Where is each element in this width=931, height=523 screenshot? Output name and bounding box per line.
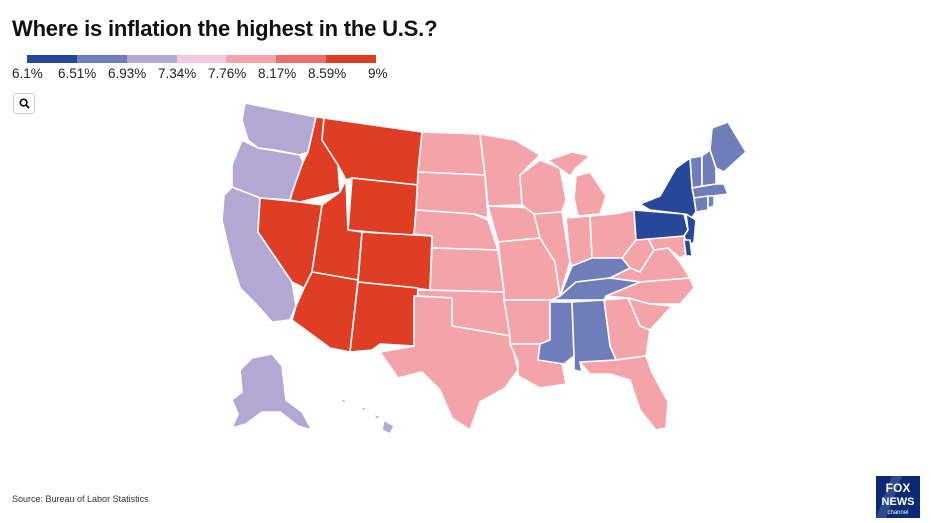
- legend-swatch-3: [126, 55, 177, 63]
- state-wyoming[interactable]: [347, 177, 419, 237]
- legend-label: 7.34%: [158, 66, 197, 81]
- state-kansas[interactable]: [429, 247, 505, 293]
- legend-swatch-4: [176, 55, 227, 63]
- map-title: Where is inflation the highest in the U.…: [12, 16, 438, 41]
- legend-swatch-7: [326, 55, 377, 63]
- state-texas[interactable]: [379, 295, 519, 431]
- legend-label: 8.17%: [258, 66, 297, 81]
- legend-swatch-1: [27, 55, 77, 63]
- state-north-dakota[interactable]: [417, 131, 486, 176]
- legend-label: 6.1%: [12, 66, 43, 81]
- fox-news-logo: FOX NEWS channel: [876, 476, 920, 518]
- state-delaware[interactable]: [683, 239, 693, 257]
- legend-label: 6.51%: [58, 66, 97, 81]
- legend-swatch-6: [276, 55, 327, 63]
- source-note: Source: Bureau of Labor Statistics: [12, 494, 149, 504]
- state-wisconsin[interactable]: [519, 159, 567, 215]
- state-colorado[interactable]: [357, 231, 433, 291]
- legend-labels: 6.1% 6.51% 6.93% 7.34% 7.76% 8.17% 8.59%…: [0, 66, 400, 84]
- legend-swatch-2: [76, 55, 127, 63]
- state-new-hampshire[interactable]: [701, 149, 717, 187]
- state-new-mexico[interactable]: [349, 281, 419, 353]
- svg-text:channel: channel: [887, 510, 908, 516]
- svg-text:NEWS: NEWS: [882, 496, 915, 508]
- state-florida[interactable]: [579, 355, 669, 431]
- state-indiana[interactable]: [565, 215, 593, 267]
- us-inflation-map: [221, 102, 747, 435]
- state-michigan[interactable]: [547, 151, 607, 217]
- state-alabama[interactable]: [571, 299, 617, 373]
- search-button[interactable]: [13, 93, 35, 114]
- state-rhode-island[interactable]: [707, 195, 715, 209]
- legend-label: 8.59%: [308, 66, 347, 81]
- state-hawaii[interactable]: [339, 397, 395, 435]
- state-south-dakota[interactable]: [415, 171, 489, 219]
- legend-label: 9%: [368, 66, 388, 81]
- state-arkansas[interactable]: [503, 299, 553, 345]
- search-icon: [18, 98, 30, 109]
- legend-label: 6.93%: [108, 66, 147, 81]
- legend-label: 7.76%: [208, 66, 247, 81]
- state-alaska[interactable]: [231, 353, 313, 431]
- svg-text:FOX: FOX: [886, 481, 911, 495]
- state-pennsylvania[interactable]: [633, 209, 689, 241]
- legend-swatch-5: [226, 55, 277, 63]
- legend-color-scale: [27, 55, 377, 63]
